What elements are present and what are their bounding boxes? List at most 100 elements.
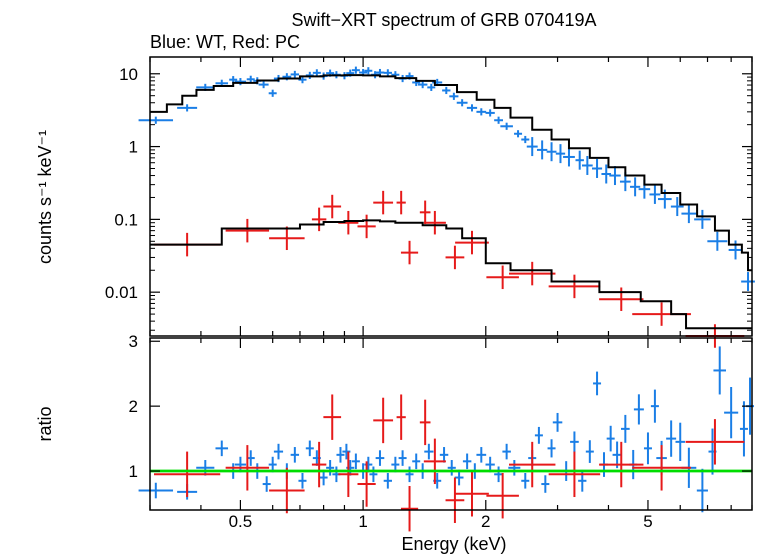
lower-wt-point [494,466,504,483]
lower-wt-point [578,469,587,492]
upper-wt-point [138,116,174,124]
lower-pc-point [509,441,556,488]
upper-wt-point [582,155,593,175]
lower-wt-point [570,431,579,453]
upper-pc-point [311,207,327,232]
upper-y-tick-label: 0.01 [105,283,138,302]
lower-pc-point [396,394,406,440]
upper-pc-point [400,240,419,265]
upper-wt-point [521,135,530,144]
upper-wt-point [494,116,504,124]
upper-wt-point [707,231,728,251]
lower-wt-point [305,440,314,457]
upper-wt-point [351,66,360,74]
upper-wt-point [536,140,548,160]
lower-wt-point [502,443,511,460]
lower-wt-point [534,426,543,444]
upper-wt-point [609,166,621,186]
lower-wt-point [412,453,421,470]
lower-wt-point [369,466,378,483]
lower-pc-point [153,451,221,498]
upper-wt-point [442,86,451,95]
upper-wt-point [670,197,684,217]
upper-pc-point [269,226,305,251]
lower-pc-point [269,467,305,514]
upper-wt-point [601,164,612,184]
lower-pc-point [400,485,419,532]
lower-pc-point [548,451,601,498]
upper-pc-point [548,274,601,299]
upper-wt-point [630,177,641,197]
upper-wt-point [290,70,300,78]
lower-pc-point [445,477,465,523]
lower-wt-point [424,443,434,460]
x-tick-label: 1 [358,512,367,531]
lower-wt-point [476,447,487,463]
upper-wt-point [694,209,711,229]
upper-pc-point [323,194,342,219]
chart-subtitle: Blue: WT, Red: PC [150,32,300,52]
lower-y-axis-label: ratio [35,406,55,441]
lower-wt-point [196,460,215,476]
upper-frame [149,56,753,337]
model-wt-line [150,74,752,272]
lower-wt-point [650,389,659,423]
upper-wt-point [268,89,277,97]
lower-wt-point [298,473,307,489]
lower-wt-point [585,440,594,463]
lower-wt-point [713,346,727,395]
upper-wt-point [383,69,392,77]
lower-wt-point [262,476,271,492]
chart-title: Swift−XRT spectrum of GRB 070419A [292,10,597,30]
lower-frame [149,337,753,511]
lower-pc-point [455,471,489,517]
lower-wt-point [675,422,685,461]
lower-pc-point [486,473,519,519]
upper-pc-point [486,265,519,290]
upper-y-tick-label: 1 [129,138,138,157]
upper-wt-point [364,67,373,75]
lower-wt-point [696,468,708,513]
upper-wt-point [728,240,743,260]
ratio-panel: 1 2 3 0.5 1 2 5 [129,332,755,532]
lower-pc-point [357,461,376,507]
lower-wt-point [633,394,644,425]
lower-wt-point [593,371,602,396]
upper-y-axis-label: counts s⁻¹ keV⁻¹ [35,130,55,264]
upper-wt-point [514,130,523,138]
lower-wt-point [739,401,748,457]
lower-wt-point [508,460,521,476]
lower-wt-point [398,450,407,466]
upper-pc-point [396,190,406,215]
upper-pc-point [599,287,644,311]
upper-wt-point [555,144,566,164]
lower-y-tick-label: 2 [129,397,138,416]
lower-pc-point [685,419,745,465]
upper-wt-point [258,81,269,89]
lower-wt-point [215,440,229,457]
lower-wt-point [268,456,277,473]
lower-wt-point [234,456,247,473]
lower-wt-point [383,473,392,489]
upper-wt-point [500,122,513,130]
lower-wt-point [138,482,174,499]
lower-pc-point [338,451,359,498]
upper-wt-point [476,108,487,116]
lower-wt-point [391,456,400,473]
lower-pc-point [323,394,342,440]
upper-wt-point [466,104,478,112]
upper-y-tick-label: 0.1 [114,210,138,229]
lower-wt-point [485,456,495,473]
upper-wt-point [312,69,321,77]
lower-y-tick-label: 1 [129,462,138,481]
lower-pc-point [225,445,270,491]
x-tick-label: 2 [481,512,490,531]
lower-pc-point [419,399,431,446]
upper-wt-point [563,147,575,167]
lower-wt-point [521,473,530,489]
lower-wt-point [439,447,449,463]
upper-wt-point [305,71,314,79]
x-axis-label: Energy (keV) [401,534,506,554]
lower-wt-point [547,439,556,458]
